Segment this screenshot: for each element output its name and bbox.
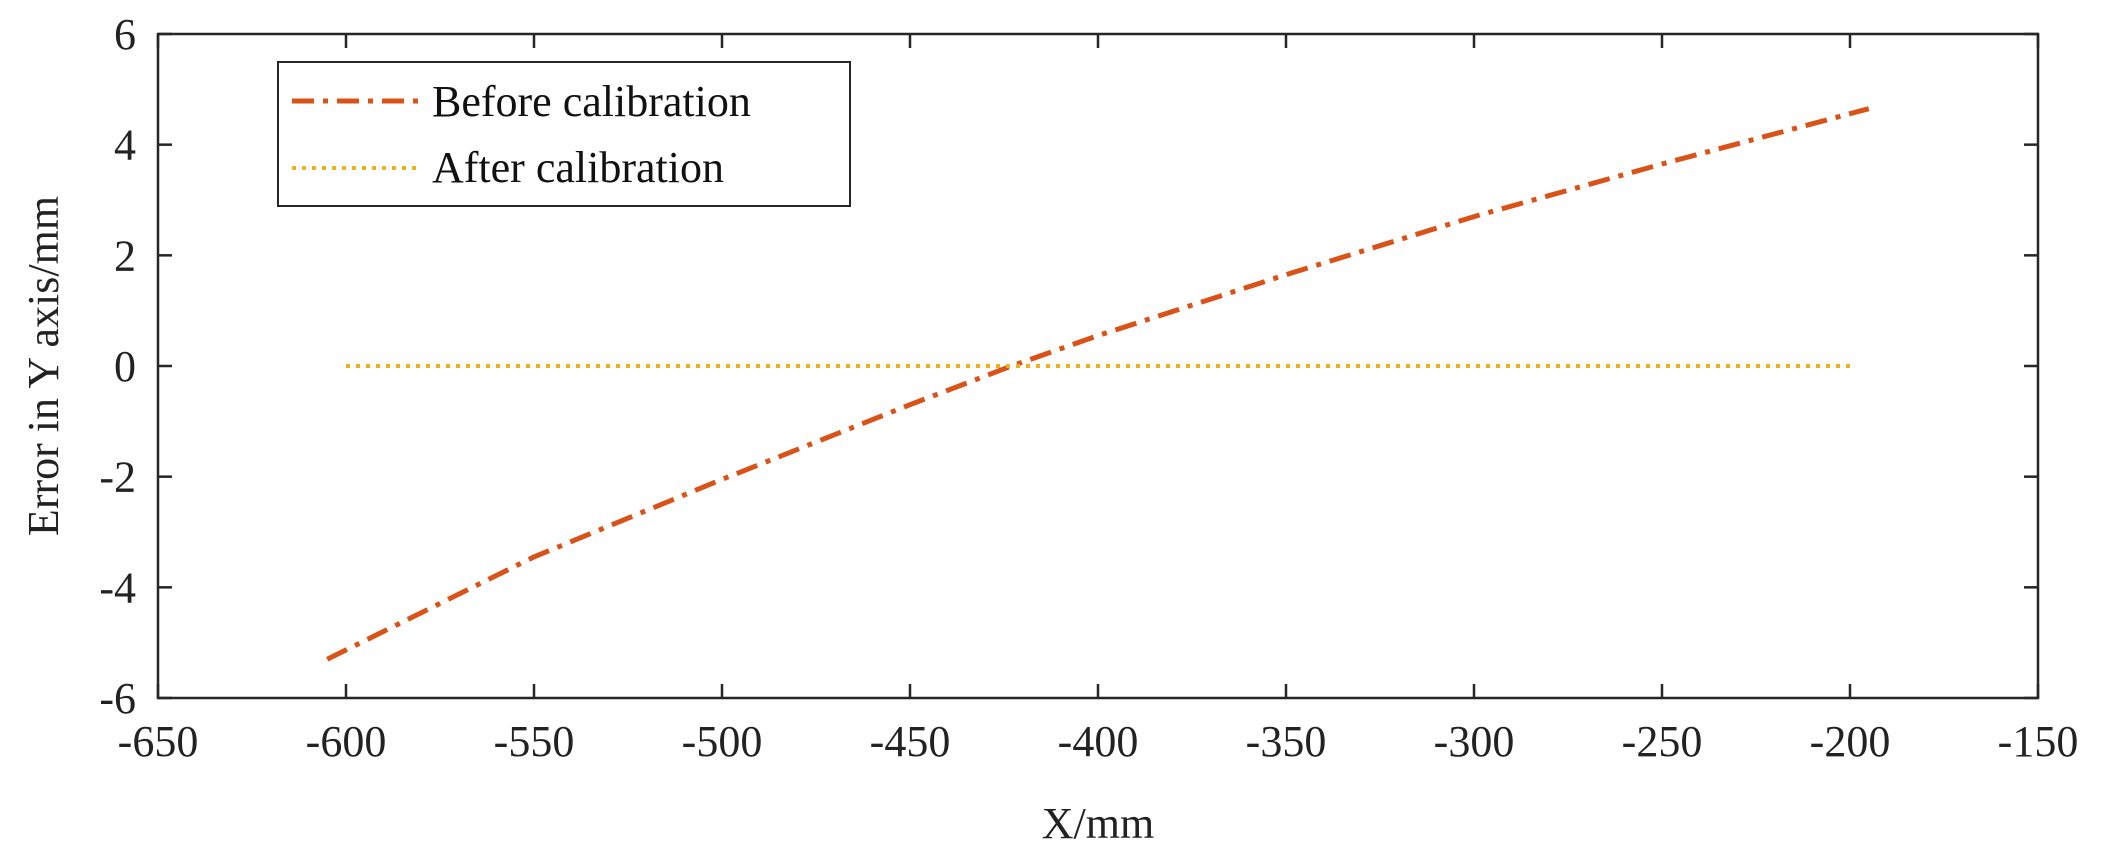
legend-label-after-calibration: After calibration xyxy=(432,143,724,192)
y-axis-label: Error in Y axis/mm xyxy=(19,196,68,536)
y-tick-label: -6 xyxy=(99,674,136,723)
y-tick-label: -4 xyxy=(99,563,136,612)
y-tick-label: 2 xyxy=(114,231,136,280)
legend: Before calibration After calibration xyxy=(277,61,851,207)
axis-ticks: -650 -600 -550 -500 -450 -400 -350 -300 -250 -200… xyxy=(99,10,2078,766)
series-line-before-calibration xyxy=(326,106,1870,662)
x-tick-label: -300 xyxy=(1434,717,1515,766)
series-layer xyxy=(326,106,1870,662)
y-tick-label: 6 xyxy=(114,10,136,59)
x-tick-label: -150 xyxy=(1998,717,2079,766)
x-tick-label: -400 xyxy=(1058,717,1139,766)
legend-box xyxy=(277,61,851,207)
x-tick-label: -200 xyxy=(1810,717,1891,766)
y-tick-label: -2 xyxy=(99,453,136,502)
y-tick-label: 0 xyxy=(114,342,136,391)
y-tick-label: 4 xyxy=(114,121,136,170)
x-tick-label: -550 xyxy=(494,717,575,766)
legend-label-before-calibration: Before calibration xyxy=(432,77,751,126)
x-tick-label: -650 xyxy=(118,717,199,766)
x-tick-label: -350 xyxy=(1246,717,1327,766)
x-tick-label: -250 xyxy=(1622,717,1703,766)
x-tick-label: -600 xyxy=(306,717,387,766)
x-tick-label: -500 xyxy=(682,717,763,766)
x-axis-label: X/mm xyxy=(1042,799,1154,848)
x-tick-label: -450 xyxy=(870,717,951,766)
